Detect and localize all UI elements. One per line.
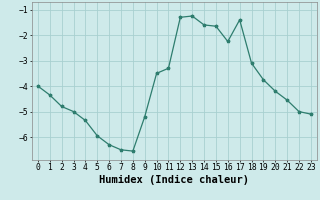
X-axis label: Humidex (Indice chaleur): Humidex (Indice chaleur): [100, 175, 249, 185]
